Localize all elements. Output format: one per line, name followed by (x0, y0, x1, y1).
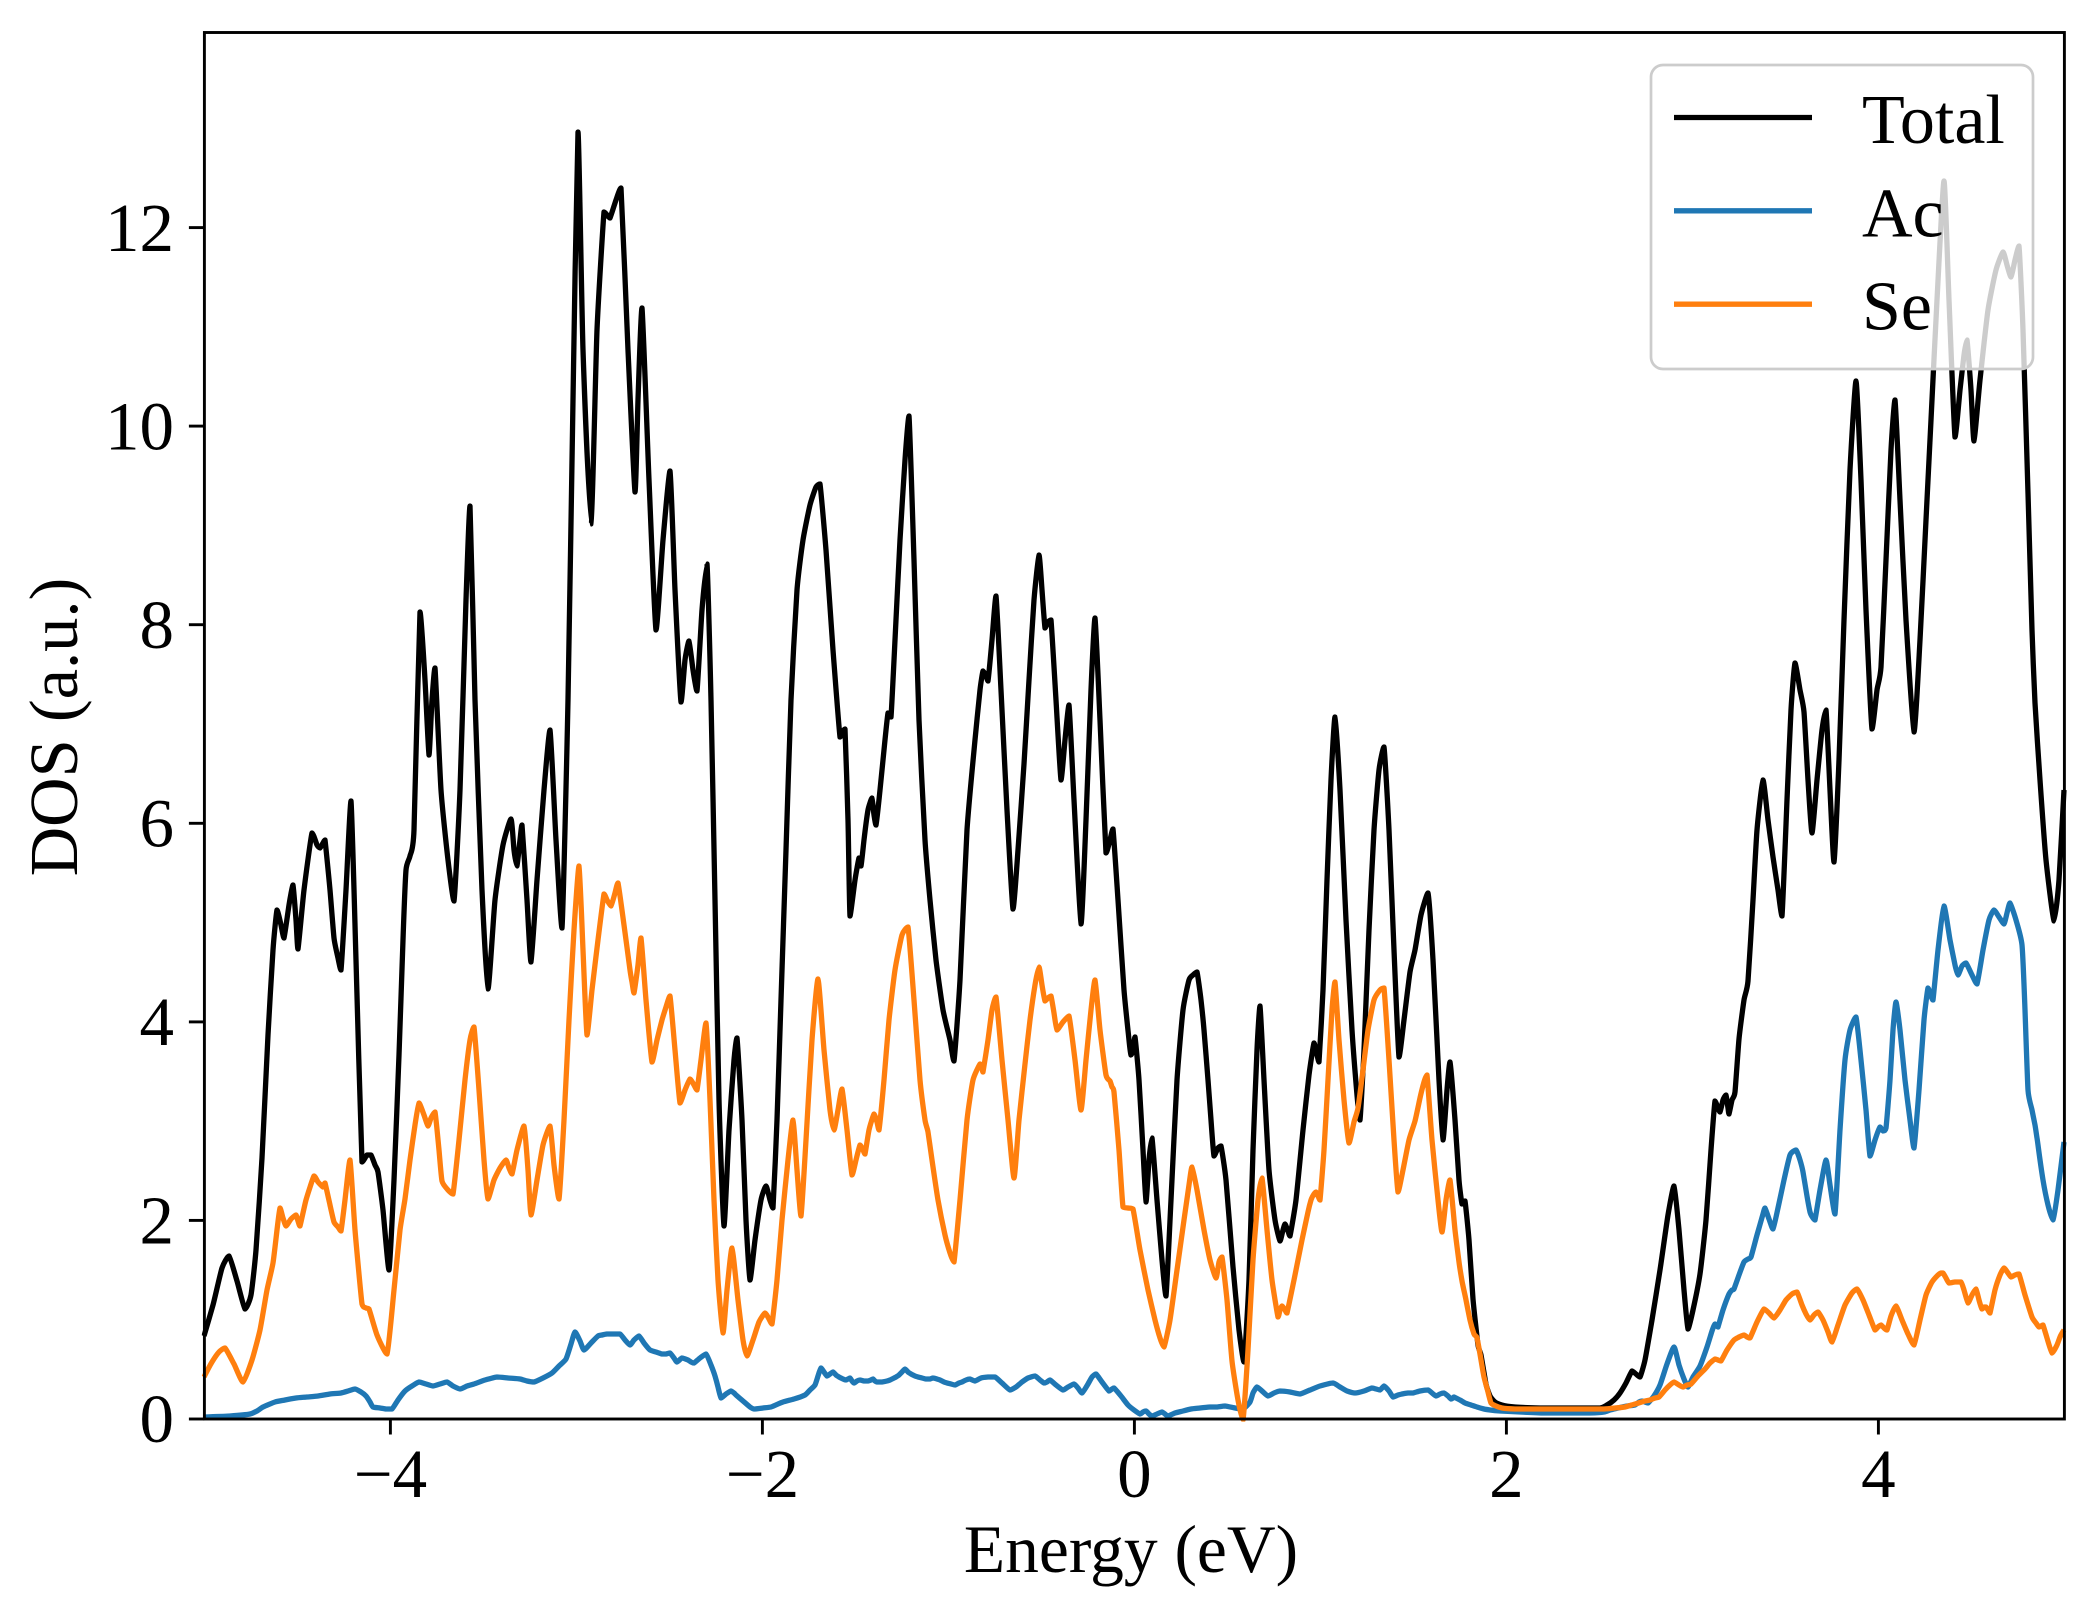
svg-text:10: 10 (105, 388, 174, 464)
svg-text:0: 0 (140, 1381, 175, 1457)
svg-text:DOS (a.u.): DOS (a.u.) (16, 578, 92, 877)
svg-text:Se: Se (1862, 269, 1932, 346)
svg-text:−4: −4 (354, 1436, 427, 1512)
svg-text:2: 2 (1489, 1436, 1524, 1512)
svg-text:4: 4 (1861, 1436, 1896, 1512)
svg-text:12: 12 (105, 190, 174, 266)
svg-text:4: 4 (140, 984, 175, 1060)
svg-text:2: 2 (140, 1183, 175, 1259)
svg-text:Total: Total (1862, 82, 2005, 159)
svg-text:0: 0 (1117, 1436, 1152, 1512)
svg-text:−2: −2 (726, 1436, 799, 1512)
svg-text:Energy (eV): Energy (eV) (964, 1512, 1298, 1587)
svg-text:8: 8 (140, 587, 175, 663)
svg-text:6: 6 (140, 786, 175, 862)
svg-text:Ac: Ac (1862, 175, 1944, 252)
